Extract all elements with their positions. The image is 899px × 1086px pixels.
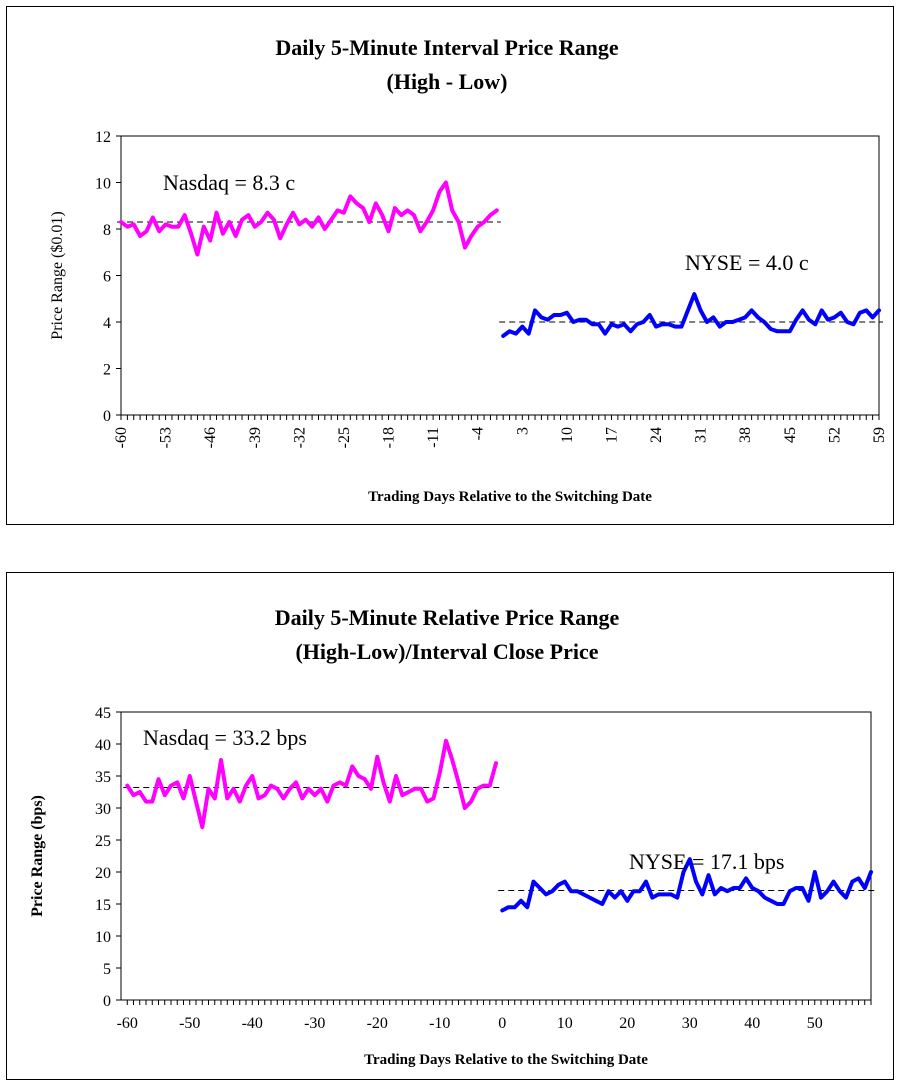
y-tick-label: 12 <box>95 129 111 146</box>
x-tick-label: -46 <box>202 427 219 448</box>
x-tick-label: 30 <box>682 1015 698 1032</box>
chart-title: Daily 5-Minute Relative Price Range <box>275 605 620 630</box>
series-line-nasdaq <box>125 738 498 830</box>
x-tick-label: 50 <box>807 1015 823 1032</box>
y-axis-label: Price Range ($0.01) <box>49 211 66 339</box>
annotation-nyse: NYSE = 17.1 bps <box>629 849 784 874</box>
x-axis-label: Trading Days Relative to the Switching D… <box>368 489 652 505</box>
y-tick-label: 10 <box>95 176 111 193</box>
y-tick-label: 30 <box>95 801 111 818</box>
annotation-nasdaq: Nasdaq = 33.2 bps <box>143 725 307 750</box>
x-tick-label: 10 <box>559 427 576 443</box>
x-tick-label: 38 <box>737 427 754 443</box>
y-tick-label: 45 <box>95 705 111 722</box>
series-line-nyse <box>501 292 881 338</box>
y-tick-label: 0 <box>103 408 111 425</box>
x-tick-label: -32 <box>291 427 308 448</box>
x-tick-label: 10 <box>557 1015 573 1032</box>
x-tick-label: -10 <box>429 1015 450 1032</box>
series-line-nyse <box>500 857 873 913</box>
x-tick-label: -50 <box>179 1015 200 1032</box>
x-tick-label: -40 <box>242 1015 263 1032</box>
x-tick-label: -18 <box>381 427 398 448</box>
x-tick-label: 31 <box>693 427 710 443</box>
y-tick-label: 4 <box>103 315 111 332</box>
x-tick-label: -53 <box>158 427 175 448</box>
x-tick-label: -4 <box>470 427 487 440</box>
x-tick-label: 59 <box>871 427 888 443</box>
y-tick-label: 25 <box>95 833 111 850</box>
x-tick-label: 3 <box>514 427 531 435</box>
y-axis-label: Price Range (bps) <box>29 795 46 917</box>
y-tick-label: 0 <box>103 993 111 1010</box>
x-tick-label: 17 <box>603 427 620 443</box>
y-tick-label: 10 <box>95 929 111 946</box>
x-tick-label: -30 <box>304 1015 325 1032</box>
annotation-nyse: NYSE = 4.0 c <box>685 250 809 275</box>
x-tick-label: -11 <box>425 427 442 448</box>
chart-title: Daily 5-Minute Interval Price Range <box>275 35 619 60</box>
y-tick-label: 35 <box>95 769 111 786</box>
x-tick-label: 24 <box>648 427 665 443</box>
x-tick-label: -25 <box>336 427 353 448</box>
x-tick-label: 45 <box>782 427 799 443</box>
chart-panel-interval-range: Daily 5-Minute Interval Price Range (High… <box>6 6 894 525</box>
chart-relative-range: Daily 5-Minute Relative Price Range (High… <box>29 605 875 1068</box>
y-tick-label: 8 <box>103 222 111 239</box>
y-tick-label: 5 <box>103 961 111 978</box>
y-tick-label: 2 <box>103 362 111 379</box>
chart-subtitle: (High-Low)/Interval Close Price <box>295 639 598 664</box>
x-tick-label: -39 <box>247 427 264 448</box>
series-line-nasdaq <box>119 180 499 257</box>
y-tick-label: 15 <box>95 897 111 914</box>
y-tick-label: 20 <box>95 865 111 882</box>
chart-interval-range: Daily 5-Minute Interval Price Range (High… <box>49 35 888 505</box>
x-tick-label: -20 <box>367 1015 388 1032</box>
x-tick-label: 40 <box>744 1015 760 1032</box>
y-tick-label: 40 <box>95 737 111 754</box>
x-tick-label: -60 <box>113 427 130 448</box>
chart-panel-relative-range: Daily 5-Minute Relative Price Range (High… <box>6 572 894 1080</box>
x-tick-label: 52 <box>826 427 843 443</box>
y-tick-label: 6 <box>103 269 111 286</box>
x-tick-label: -60 <box>117 1015 138 1032</box>
chart-subtitle: (High - Low) <box>387 69 508 94</box>
x-tick-label: 0 <box>498 1015 506 1032</box>
x-axis-label: Trading Days Relative to the Switching D… <box>364 1052 648 1068</box>
annotation-nasdaq: Nasdaq = 8.3 c <box>163 170 295 195</box>
x-tick-label: 20 <box>619 1015 635 1032</box>
